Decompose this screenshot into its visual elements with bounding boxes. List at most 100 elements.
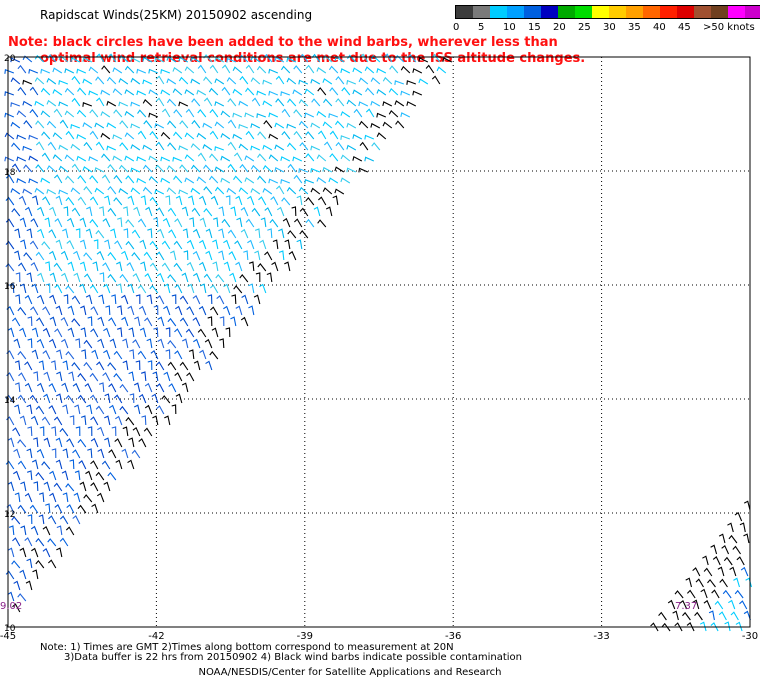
wind-barb [132, 426, 141, 437]
wind-barb [718, 611, 727, 621]
wind-barb [394, 54, 405, 63]
wind-barb [179, 164, 189, 173]
wind-barb [64, 87, 75, 96]
wind-barb [346, 79, 357, 85]
wind-barb [85, 470, 93, 481]
wind-barb [250, 187, 261, 195]
wind-barb [35, 471, 45, 481]
wind-barb [107, 471, 117, 481]
wind-barb [262, 187, 273, 195]
wind-barb [4, 69, 15, 74]
wind-barb [370, 77, 381, 85]
wind-barb [16, 156, 27, 162]
wind-barb [5, 394, 15, 404]
warning-line-1: Note: black circles have been added to t… [8, 35, 558, 50]
wind-barb [55, 305, 63, 316]
wind-barb [134, 316, 141, 327]
wind-barb [144, 404, 153, 415]
wind-barb [51, 448, 57, 459]
wind-barb [40, 87, 51, 96]
wind-barb [185, 108, 195, 118]
wind-barb [148, 112, 159, 118]
wind-barb [214, 78, 225, 85]
wind-barb [275, 98, 285, 107]
wind-barb [69, 459, 75, 470]
wind-barb [661, 622, 671, 632]
wind-barb [27, 338, 33, 349]
wind-barb [79, 239, 87, 250]
wind-barb [248, 283, 255, 294]
wind-barb [225, 327, 231, 338]
legend-swatch [541, 6, 558, 18]
wind-barb [122, 338, 129, 349]
wind-barb [137, 130, 147, 140]
wind-barb [49, 338, 57, 349]
wind-barb [43, 481, 51, 492]
wind-barb [183, 250, 189, 261]
wind-barb [129, 349, 135, 360]
wind-barb [316, 154, 327, 162]
wind-barb [93, 239, 99, 250]
wind-barb [87, 426, 93, 437]
wind-barb [9, 283, 15, 294]
wind-barb [214, 56, 225, 63]
wind-barb [48, 229, 57, 239]
wind-barb [244, 155, 255, 162]
wind-barb [245, 87, 255, 96]
wind-barb [728, 599, 736, 610]
wind-barb [164, 415, 171, 426]
wind-barb [56, 371, 63, 382]
wind-barb [268, 90, 279, 96]
wind-barb [328, 177, 339, 184]
wind-barb [68, 371, 75, 382]
legend-swatch [626, 6, 643, 18]
wind-barb [101, 460, 111, 470]
wind-barb [116, 261, 123, 272]
wind-barb [230, 206, 237, 217]
wind-barb [84, 382, 93, 393]
wind-barb [710, 622, 719, 632]
wind-barb [106, 76, 117, 85]
wind-barb [83, 186, 93, 195]
wind-barb [156, 383, 165, 393]
wind-barb [118, 55, 129, 63]
wind-barb [45, 283, 51, 294]
wind-barb [118, 77, 129, 85]
wind-barb [166, 78, 177, 85]
wind-barb [247, 195, 255, 206]
wind-barb [163, 371, 171, 382]
wind-barb [203, 76, 213, 85]
wind-barb [185, 328, 195, 338]
wind-barb [708, 610, 715, 621]
wind-barb [431, 75, 441, 85]
wind-barb [40, 110, 51, 118]
wind-barb [171, 404, 177, 415]
wind-barb [340, 135, 351, 140]
x-tick-label: -39 [297, 631, 313, 642]
wind-barb [140, 195, 147, 206]
wind-barb [126, 262, 135, 272]
wind-barb [67, 261, 75, 272]
wind-barb [34, 187, 45, 195]
wind-barb [115, 415, 123, 426]
wind-barb [103, 283, 111, 294]
wind-barb [58, 165, 69, 173]
wind-barb [65, 196, 75, 206]
wind-barb [181, 338, 189, 349]
wind-barb [99, 382, 105, 393]
wind-barb [65, 285, 75, 294]
wind-barb [259, 283, 267, 294]
wind-barb [140, 261, 147, 272]
wind-barb [186, 239, 195, 250]
wind-barb [210, 306, 219, 316]
wind-barb [272, 239, 279, 250]
wind-barb [86, 206, 93, 217]
wind-barb [136, 90, 147, 96]
wind-barb [20, 481, 27, 492]
wind-barb [61, 382, 69, 393]
wind-barb [22, 145, 33, 151]
wind-barb [257, 131, 267, 140]
wind-barb [735, 621, 743, 632]
wind-barb [18, 195, 27, 206]
wind-barb [382, 121, 393, 129]
